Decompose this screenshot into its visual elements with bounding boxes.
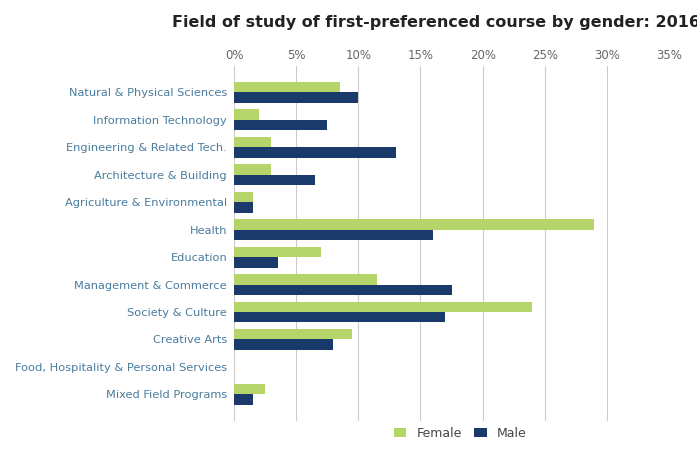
Bar [234, 285, 452, 295]
Bar [234, 147, 396, 158]
Bar [234, 230, 433, 240]
Bar [234, 120, 328, 130]
Bar [234, 302, 533, 312]
Bar [234, 340, 333, 350]
Bar [234, 312, 445, 323]
Bar [234, 329, 352, 340]
Bar [234, 192, 253, 202]
Bar [234, 93, 358, 103]
Bar [234, 202, 253, 213]
Bar [234, 219, 595, 230]
Bar [234, 384, 265, 394]
Bar [234, 82, 339, 93]
Bar [234, 394, 253, 405]
Title: Field of study of first-preferenced course by gender: 2016–17: Field of study of first-preferenced cour… [172, 15, 697, 30]
Bar [234, 247, 321, 257]
Bar [234, 137, 271, 147]
Bar [234, 257, 277, 267]
Bar [234, 175, 315, 185]
Bar [234, 109, 259, 120]
Legend: Female, Male: Female, Male [389, 422, 532, 445]
Bar [234, 274, 377, 285]
Bar [234, 164, 271, 175]
